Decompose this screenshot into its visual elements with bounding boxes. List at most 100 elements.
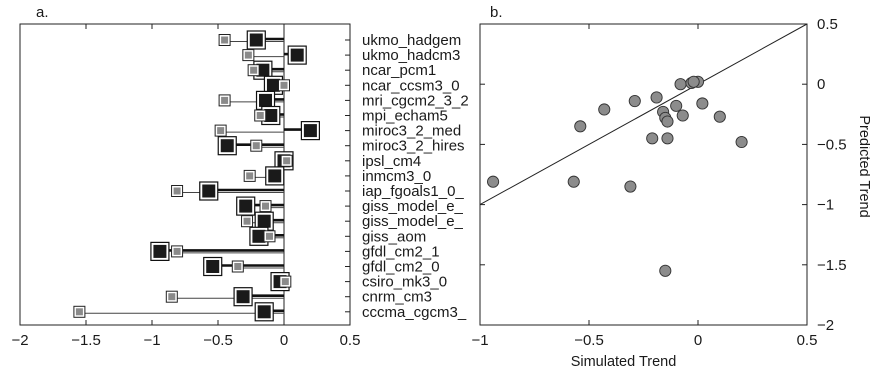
panel-b-y-ticks: 0.5 0 −0.5 −1 −1.5 −2 <box>480 16 847 334</box>
predicted-marker <box>280 81 288 89</box>
x-tick-label: 0.5 <box>797 332 818 349</box>
category-label: cnrm_cm3 <box>362 289 432 306</box>
data-point <box>735 135 748 149</box>
category-label: ipsl_cm4 <box>362 153 421 170</box>
data-point <box>661 115 674 128</box>
simulated-marker <box>266 78 280 92</box>
data-point <box>713 110 726 123</box>
predicted-marker <box>246 172 254 180</box>
x-tick-label: −0.5 <box>574 332 604 349</box>
predicted-marker <box>283 157 291 165</box>
category-label: giss_model_e_ <box>362 198 464 215</box>
simulated-marker <box>257 214 271 228</box>
category-label: gfdl_cm2_1 <box>362 243 440 260</box>
panel-a-label: a. <box>36 4 49 21</box>
category-label: giss_aom <box>362 228 426 245</box>
predicted-marker <box>265 232 273 240</box>
category-label: mri_cgcm2_3_2 <box>362 92 469 109</box>
category-label: gfdl_cm2_0 <box>362 259 440 276</box>
y-tick-label: 0 <box>817 76 825 93</box>
data-point <box>624 180 637 193</box>
panel-a-x-ticks: −2 −1.5 −1 −0.5 0 0.5 <box>11 24 360 349</box>
panel-b-x-ticks: −1 −0.5 0 0.5 <box>471 24 817 349</box>
reference-line <box>479 23 808 206</box>
predicted-marker <box>281 278 289 286</box>
simulated-marker <box>268 169 282 183</box>
x-tick-label: −1 <box>471 332 488 349</box>
data-point <box>670 99 683 112</box>
panel-a: −2 −1.5 −1 −0.5 0 0.5 ukmo_hadgemukmo_hadcm3n… <box>11 4 468 349</box>
category-label: mpi_echam5 <box>362 108 448 125</box>
x-tick-label: 0 <box>694 332 702 349</box>
x-tick-label: −1.5 <box>71 332 101 349</box>
predicted-marker <box>221 96 229 104</box>
predicted-marker <box>256 112 264 119</box>
predicted-marker <box>217 127 225 135</box>
simulated-marker <box>153 244 167 258</box>
simulated-marker <box>220 139 234 153</box>
simulated-marker <box>202 184 216 198</box>
category-label: ncar_ccsm3_0 <box>362 77 460 94</box>
category-label: ukmo_hadcm3 <box>362 47 460 64</box>
category-label: miroc3_2_hires <box>362 138 465 155</box>
data-point <box>646 132 659 145</box>
predicted-marker <box>250 66 258 74</box>
x-tick-label: 0.5 <box>340 332 361 349</box>
y-tick-label: −2 <box>817 317 834 334</box>
category-label: giss_model_e_ <box>362 213 464 230</box>
simulated-marker <box>252 229 266 243</box>
category-label: ukmo_hadgem <box>362 32 461 49</box>
simulated-marker <box>303 124 317 138</box>
predicted-marker <box>244 51 252 59</box>
panel-b: −1 −0.5 0 0.5 0.5 0 −0.5 −1 −1.5 −2 Simulated Tr… <box>471 4 870 370</box>
simulated-marker <box>257 305 271 319</box>
y-tick-label: 0.5 <box>817 16 838 33</box>
data-point <box>628 95 641 108</box>
simulated-marker <box>236 290 250 304</box>
simulated-marker <box>239 199 253 213</box>
category-label: iap_fgoals1_0_ <box>362 183 464 200</box>
predicted-marker <box>173 247 181 255</box>
y-axis-label: Predicted Trend <box>856 115 870 217</box>
data-point <box>659 264 672 277</box>
simulated-marker <box>264 109 278 122</box>
data-point <box>674 78 687 91</box>
data-point <box>676 109 689 122</box>
predicted-marker <box>173 187 181 195</box>
panel-b-frame <box>479 23 808 326</box>
predicted-marker <box>252 142 260 150</box>
data-point <box>696 97 709 110</box>
y-tick-label: −0.5 <box>817 136 847 153</box>
data-point <box>567 175 580 188</box>
predicted-marker <box>168 293 176 301</box>
y-tick-label: −1 <box>817 197 834 214</box>
category-label: inmcm3_0 <box>362 168 431 185</box>
predicted-marker <box>243 217 251 225</box>
predicted-marker <box>75 308 83 316</box>
predicted-marker <box>262 202 270 210</box>
panel-b-label: b. <box>490 4 503 21</box>
data-point <box>687 75 700 88</box>
x-tick-label: −2 <box>11 332 28 349</box>
simulated-marker <box>249 33 263 47</box>
category-label: cccma_cgcm3_ <box>362 304 467 321</box>
panel-a-frame <box>19 23 351 326</box>
x-tick-label: −0.5 <box>203 332 233 349</box>
predicted-marker <box>221 36 229 44</box>
data-point <box>650 91 663 104</box>
panel-a-markers <box>73 30 320 322</box>
category-label: csiro_mk3_0 <box>362 274 447 291</box>
panel-b-points <box>487 75 748 277</box>
data-point <box>487 175 500 188</box>
simulated-marker <box>290 48 304 62</box>
data-point <box>598 103 611 116</box>
y-tick-label: −1.5 <box>817 257 847 274</box>
category-label: miroc3_2_med <box>362 123 461 140</box>
simulated-marker <box>206 260 220 273</box>
panel-a-category-labels: ukmo_hadgemukmo_hadcm3ncar_pcm1ncar_ccsm… <box>345 32 469 321</box>
x-axis-label: Simulated Trend <box>571 354 677 370</box>
category-label: ncar_pcm1 <box>362 62 436 79</box>
data-point <box>661 132 674 145</box>
simulated-marker <box>259 93 273 107</box>
